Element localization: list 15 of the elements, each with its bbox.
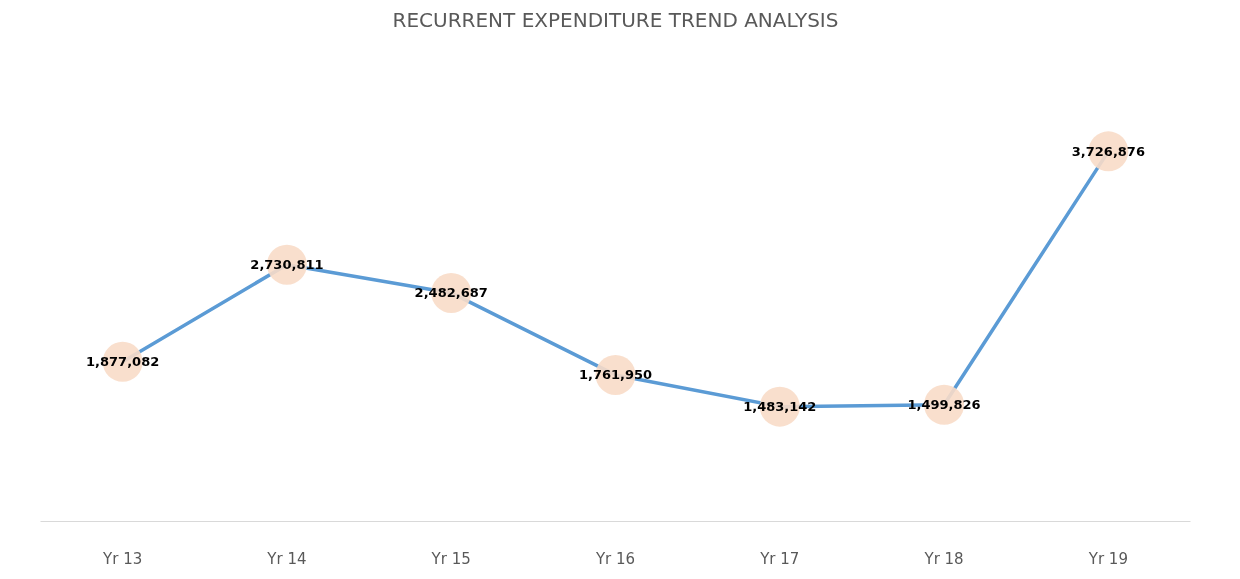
x-tick-label: Yr 14 (266, 549, 307, 568)
data-label: 3,726,876 (1071, 143, 1145, 159)
data-label: 2,730,811 (250, 257, 324, 273)
x-tick-label: Yr 18 (923, 549, 964, 568)
x-tick-label: Yr 13 (102, 549, 143, 568)
data-label: 1,761,950 (578, 367, 653, 383)
data-label: 1,483,142 (743, 399, 817, 415)
x-tick-label: Yr 15 (430, 549, 471, 568)
chart-title: RECURRENT EXPENDITURE TREND ANALYSIS (392, 7, 839, 32)
data-label: 1,499,826 (907, 397, 981, 413)
x-tick-label: Yr 17 (759, 549, 800, 568)
data-label: 1,877,082 (86, 354, 160, 370)
x-tick-label: Yr 19 (1087, 549, 1128, 568)
x-tick-label: Yr 16 (594, 549, 636, 568)
data-label: 2,482,687 (414, 285, 488, 301)
